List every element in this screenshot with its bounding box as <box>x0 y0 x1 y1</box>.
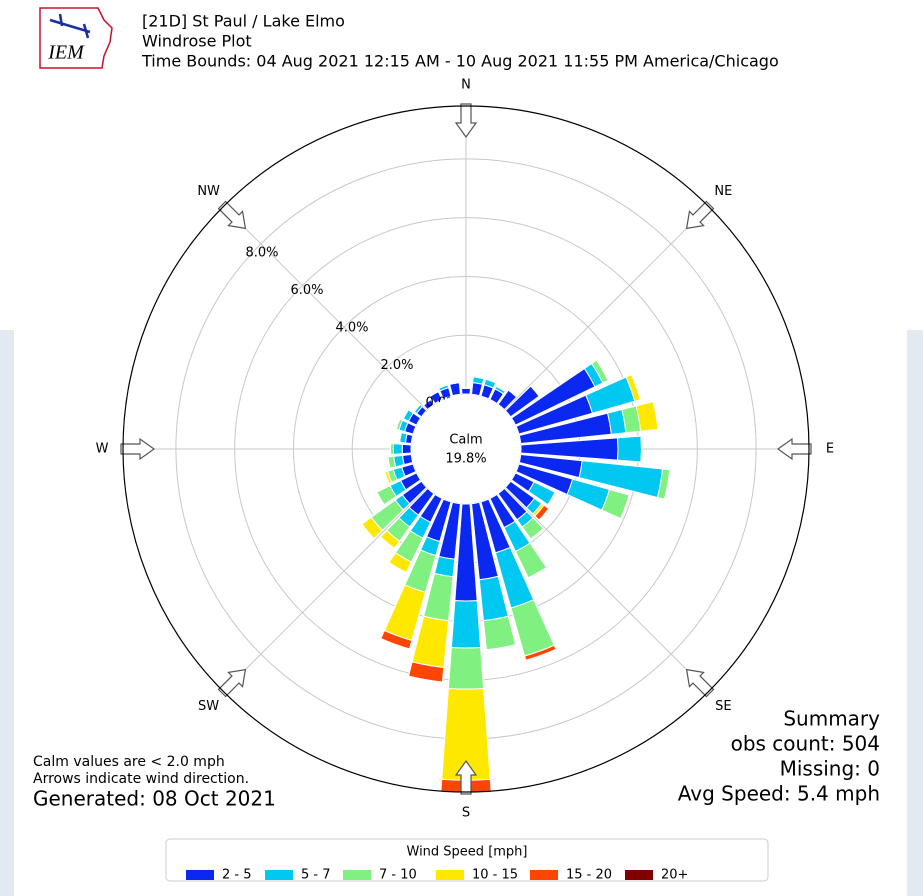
bar-segment <box>461 387 471 395</box>
bar-segment <box>630 374 641 400</box>
bar-segment <box>401 443 412 455</box>
legend-label: 20+ <box>661 868 688 883</box>
direction-arrow <box>217 668 247 698</box>
axes: NNEESESSWWNW0.0%2.0%4.0%6.0%8.0%Calm19.8… <box>96 78 835 821</box>
direction-arrow <box>217 200 247 230</box>
side-strip <box>907 330 923 896</box>
logo: IEM <box>39 7 113 69</box>
summary-title: Summary <box>783 707 880 731</box>
bar-segment <box>530 528 544 540</box>
legend-label: 5 - 7 <box>301 868 331 883</box>
ring-label: 2.0% <box>380 358 413 373</box>
bar-segment <box>392 443 403 455</box>
legend-label: 15 - 20 <box>566 868 612 883</box>
legend-swatch <box>625 870 653 880</box>
legend-swatch <box>186 870 214 880</box>
legend-label: 2 - 5 <box>222 868 252 883</box>
direction-arrow <box>685 668 715 698</box>
direction-label: SW <box>198 699 219 714</box>
legend-title: Wind Speed [mph] <box>407 845 528 860</box>
legend: Wind Speed [mph] 2 - 5 5 - 7 7 - 10 10 - 15… <box>165 838 769 883</box>
bar-segment <box>617 435 642 463</box>
direction-arrow <box>685 200 715 230</box>
direction-label: NE <box>714 184 732 199</box>
grid-spoke <box>504 487 709 692</box>
bar-segment <box>450 600 482 649</box>
bar-segment <box>620 495 630 519</box>
direction-label: N <box>461 78 471 93</box>
logo-text: IEM <box>47 42 85 64</box>
legend-box <box>165 838 769 882</box>
bar-segment <box>433 555 456 578</box>
bars <box>361 359 671 793</box>
direction-arrow <box>454 759 478 795</box>
direction-label: SE <box>715 699 731 714</box>
direction-label: NW <box>197 184 220 199</box>
title: [21D] St Paul / Lake Elmo <box>142 12 345 31</box>
calm-label: Calm <box>449 433 482 448</box>
legend-swatch <box>265 870 293 880</box>
calm-circle <box>412 395 520 503</box>
legend-swatch <box>343 870 371 880</box>
legend-label: 10 - 15 <box>472 868 518 883</box>
direction-arrow <box>776 437 812 461</box>
ring-label: 6.0% <box>290 283 323 298</box>
direction-arrow <box>454 103 478 139</box>
grid-spoke <box>223 206 428 411</box>
legend-swatch <box>530 870 558 880</box>
legend-label: 7 - 10 <box>379 868 417 883</box>
grid-spoke <box>223 487 428 692</box>
direction-label: E <box>826 442 834 457</box>
bar-segment <box>473 376 484 380</box>
bar-segment <box>664 469 671 500</box>
ring-label: 8.0% <box>245 246 278 261</box>
calm-value: 19.8% <box>445 452 486 467</box>
logo-drawing <box>49 13 91 39</box>
bar-segment <box>429 391 439 397</box>
summary-obs: obs count: 504 <box>731 732 880 756</box>
summary-avg: Avg Speed: 5.4 mph <box>678 782 880 806</box>
direction-arrow <box>120 437 156 461</box>
outer-circle <box>122 105 810 793</box>
legend-swatch <box>436 870 464 880</box>
calm-note: Calm values are < 2.0 mph <box>33 754 225 770</box>
bar-segment <box>538 508 550 521</box>
bar-segment <box>387 456 391 469</box>
time-bounds: Time Bounds: 04 Aug 2021 12:15 AM - 10 A… <box>141 52 779 71</box>
bar-segment <box>449 382 460 385</box>
direction-label: W <box>96 442 109 457</box>
generated: Generated: 08 Oct 2021 <box>33 787 276 811</box>
subtitle: Windrose Plot <box>142 32 252 51</box>
grid-spoke <box>504 206 709 411</box>
ring-label: 4.0% <box>335 321 368 336</box>
direction-label: S <box>462 806 470 821</box>
summary-missing: Missing: 0 <box>780 757 880 781</box>
side-strip <box>0 330 14 896</box>
bar-segment <box>447 646 485 690</box>
arrow-note: Arrows indicate wind direction. <box>33 771 249 787</box>
